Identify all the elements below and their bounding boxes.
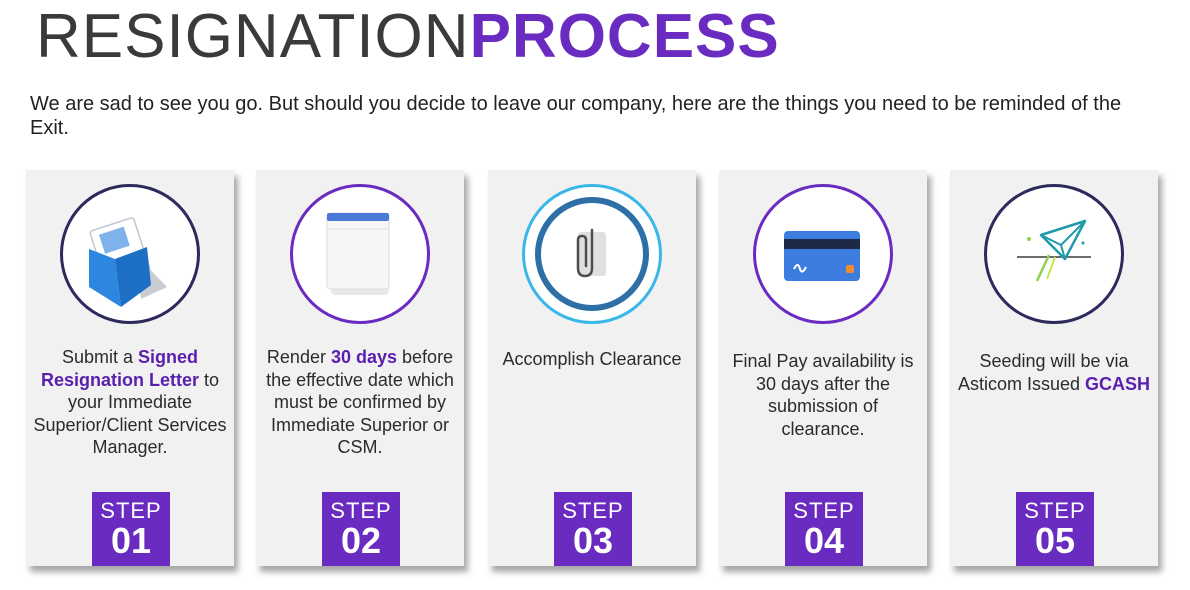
paper-plane-icon <box>984 184 1124 324</box>
step-card-5: Seeding will be via Asticom Issued GCASH… <box>950 170 1158 566</box>
notepad-icon <box>290 184 430 324</box>
paperclip-icon <box>522 184 662 324</box>
step-badge: STEP 02 <box>322 492 400 566</box>
step-description: Submit a Signed Resignation Letter to yo… <box>33 347 227 457</box>
title-bold: PROCESS <box>469 2 780 71</box>
step-badge: STEP 05 <box>1016 492 1094 566</box>
step-description: Accomplish Clearance <box>502 349 682 369</box>
step-card-2: Render 30 days before the effective date… <box>256 170 464 566</box>
envelope-letter-icon <box>60 184 200 324</box>
step-description: Seeding will be via Asticom Issued GCASH <box>957 351 1151 394</box>
title-light: RESIGNATION <box>36 2 470 71</box>
step-badge: STEP 01 <box>92 492 170 566</box>
step-badge: STEP 03 <box>554 492 632 566</box>
page-title: RESIGNATIONPROCESS <box>36 2 780 72</box>
step-description: Render 30 days before the effective date… <box>266 347 454 457</box>
step-card-4: Final Pay availability is 30 days after … <box>719 170 927 566</box>
credit-card-icon <box>753 184 893 324</box>
step-description: Final Pay availability is 30 days after … <box>732 351 914 439</box>
step-card-1: Submit a Signed Resignation Letter to yo… <box>26 170 234 566</box>
step-badge: STEP 04 <box>785 492 863 566</box>
intro-text: We are sad to see you go. But should you… <box>30 93 1122 139</box>
step-card-3: Accomplish Clearance STEP 03 <box>488 170 696 566</box>
